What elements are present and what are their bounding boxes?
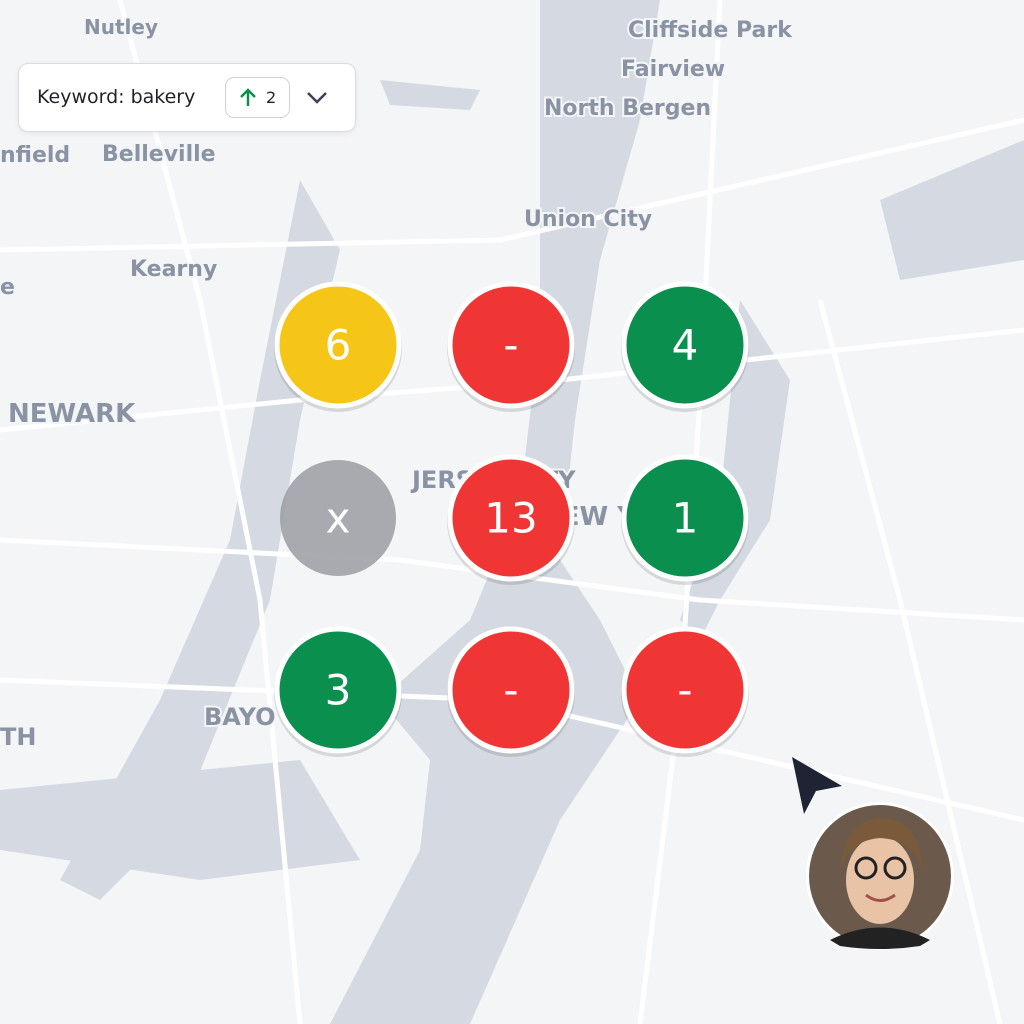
map-label: nfield: [0, 143, 70, 168]
marker-circle: [274, 281, 402, 409]
marker-circle: [447, 281, 575, 409]
rank-marker[interactable]: -: [447, 626, 575, 757]
marker-label: -: [677, 666, 692, 715]
rank-change: 2: [266, 88, 277, 107]
map-label: North Bergen: [544, 96, 711, 121]
rank-marker[interactable]: 4: [621, 281, 749, 412]
marker-circle: [280, 460, 396, 576]
map-label: Cliffside Park: [628, 18, 793, 43]
marker-label: 3: [325, 666, 352, 715]
rank-marker[interactable]: 6: [274, 281, 402, 412]
rank-marker[interactable]: -: [447, 281, 575, 412]
marker-label: -: [503, 321, 518, 370]
marker-label: x: [326, 494, 351, 543]
map-label: Fairview: [621, 57, 725, 82]
rank-marker[interactable]: 13: [447, 454, 575, 585]
map-label: e: [0, 275, 15, 300]
map-label: Nutley: [84, 15, 158, 39]
marker-circle: [621, 454, 749, 582]
rank-marker[interactable]: -: [621, 626, 749, 757]
marker-label: 6: [325, 321, 352, 370]
marker-circle: [621, 281, 749, 409]
map-label: BAYO: [204, 703, 276, 731]
map-label: Kearny: [130, 257, 217, 282]
map-label: TH: [0, 723, 36, 751]
rank-marker[interactable]: x: [280, 460, 396, 576]
rank-marker[interactable]: 1: [621, 454, 749, 585]
marker-label: 1: [672, 494, 699, 543]
rank-marker[interactable]: 3: [274, 626, 402, 757]
map-label: Union City: [524, 207, 652, 232]
marker-label: -: [503, 666, 518, 715]
marker-circle: [447, 626, 575, 754]
keyword-box[interactable]: Keyword: bakery 2: [18, 63, 356, 132]
avatar: [806, 802, 954, 950]
up-arrow: [240, 88, 256, 106]
marker-label: 13: [484, 494, 537, 543]
marker-circle: [274, 626, 402, 754]
dropdown-chevron[interactable]: [303, 84, 331, 112]
keyword: Keyword: bakery: [37, 86, 196, 108]
marker-circle: [621, 626, 749, 754]
marker-circle: [447, 454, 575, 582]
cursor: [792, 757, 842, 814]
marker-label: 4: [672, 321, 699, 370]
map-label: NEWARK: [8, 399, 136, 429]
rank-change-badge: 2: [225, 77, 290, 118]
map-label: Belleville: [102, 142, 216, 167]
